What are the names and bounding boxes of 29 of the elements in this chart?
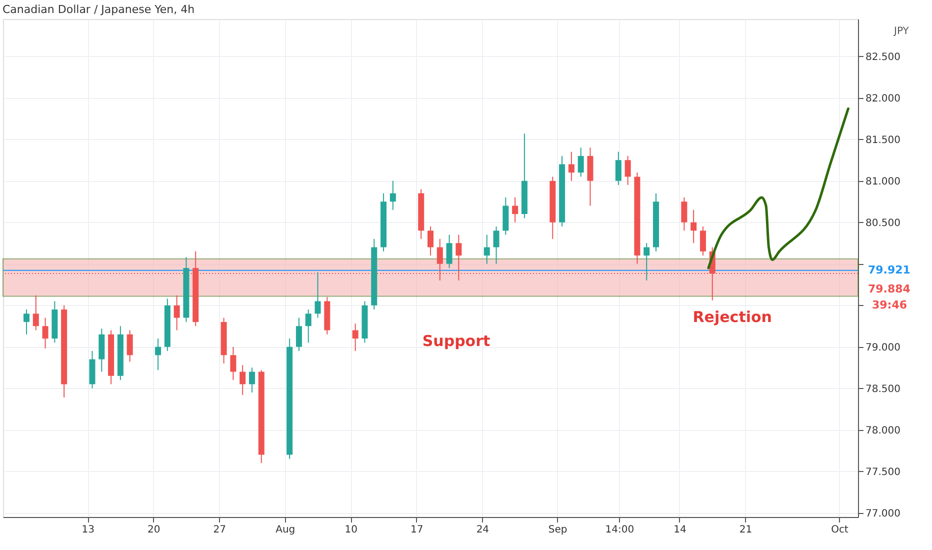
- x-tick-label: 14:00: [605, 524, 634, 536]
- y-tick-label: 82.000: [866, 93, 900, 104]
- y-tick-label: 78.000: [866, 425, 900, 436]
- text: 39:46: [872, 298, 908, 312]
- x-tick-label: 14: [674, 524, 686, 536]
- x-tick-label: 27: [213, 524, 226, 536]
- x-tick-label: 24: [476, 524, 490, 536]
- x-tick-label: Sep: [548, 524, 568, 536]
- x-tick-label: 13: [82, 524, 94, 536]
- x-tick-label: 21: [739, 524, 752, 536]
- x-tick-label: 20: [147, 524, 160, 536]
- y-tick-label: 81.000: [866, 176, 900, 188]
- annotation: Rejection: [692, 308, 772, 326]
- y-tick-label: 77.500: [866, 466, 900, 478]
- ref-line-label: 79.884: [868, 282, 911, 296]
- x-tick-label: 17: [410, 524, 424, 536]
- text: JPY: [893, 26, 910, 37]
- y-tick-label: 80.500: [866, 218, 900, 229]
- x-tick-label: Aug: [276, 524, 296, 536]
- annotation: Support: [422, 332, 490, 350]
- chart-title: Canadian Dollar / Japanese Yen, 4h: [2, 3, 195, 16]
- y-tick-label: 77.000: [866, 508, 900, 520]
- y-tick-label: 81.500: [866, 134, 900, 146]
- y-tick-label: 82.500: [866, 52, 900, 63]
- x-tick-label: 10: [344, 524, 358, 536]
- x-tick-label: Oct: [831, 524, 848, 536]
- ref-line-label: 79.921: [868, 263, 910, 276]
- y-tick-label: 79.000: [866, 342, 900, 354]
- y-tick-label: 78.500: [866, 384, 900, 395]
